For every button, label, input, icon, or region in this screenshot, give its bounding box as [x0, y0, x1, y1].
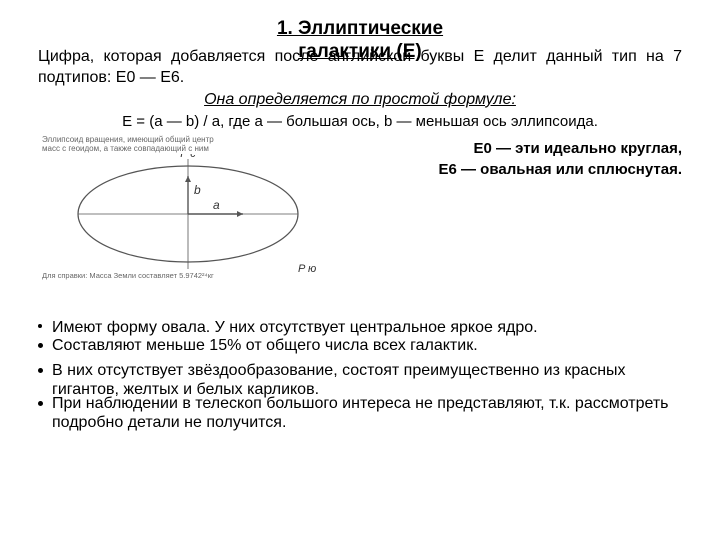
label-top: P c: [180, 154, 196, 160]
ellipse-caption-l1: Эллипсоид вращения, имеющий общий центр: [42, 135, 214, 144]
formula-definition: E = (a — b) / a, где a — большая ось, b …: [0, 113, 720, 130]
ellipse-caption: Эллипсоид вращения, имеющий общий центр …: [42, 136, 222, 154]
label-a: a: [213, 198, 220, 212]
bullet-dot-icon: [38, 368, 43, 373]
bullet-dot-icon: [38, 343, 43, 348]
ellipse-svg: a b P c P ю: [38, 154, 338, 274]
right-note-2: E6 — овальная или сплюснутая.: [438, 161, 682, 178]
ellipse-diagram: Эллипсоид вращения, имеющий общий центр …: [38, 136, 338, 286]
bullet-list: Имеют форму овала. У них отсутствует цен…: [0, 286, 720, 432]
formula-intro: Она определяется по простой формуле:: [0, 91, 720, 109]
bullet-1: Имеют форму овала. У них отсутствует цен…: [38, 318, 682, 337]
right-notes: E0 — эти идеально круглая, E6 — овальная…: [338, 136, 682, 180]
bullet-1-text: Имеют форму овала. У них отсутствует цен…: [52, 319, 538, 336]
ellipse-footnote: Для справки: Масса Земли составляет 5.97…: [42, 271, 214, 280]
diagram-row: Эллипсоид вращения, имеющий общий центр …: [0, 130, 720, 286]
label-bottom: P ю: [298, 263, 316, 274]
bullet-2: Составляют меньше 15% от общего числа вс…: [38, 336, 682, 355]
title-line-1: 1. Эллиптические: [277, 18, 443, 39]
bullet-dot-icon: [38, 324, 42, 328]
a-arrowhead: [237, 211, 243, 217]
intro-paragraph: Цифра, которая добавляется после английс…: [0, 46, 720, 89]
b-arrowhead: [185, 176, 191, 182]
bullet-4-text: При наблюдении в телескоп большого интер…: [52, 395, 669, 431]
label-b: b: [194, 183, 201, 197]
ellipse-caption-l2: масс с геоидом, а также совпадающий с ни…: [42, 144, 209, 153]
right-note-1: E0 — эти идеально круглая,: [473, 140, 682, 157]
bullet-4: При наблюдении в телескоп большого интер…: [38, 394, 682, 432]
bullet-dot-icon: [38, 401, 43, 406]
bullet-2-text: Составляют меньше 15% от общего числа вс…: [52, 337, 478, 354]
